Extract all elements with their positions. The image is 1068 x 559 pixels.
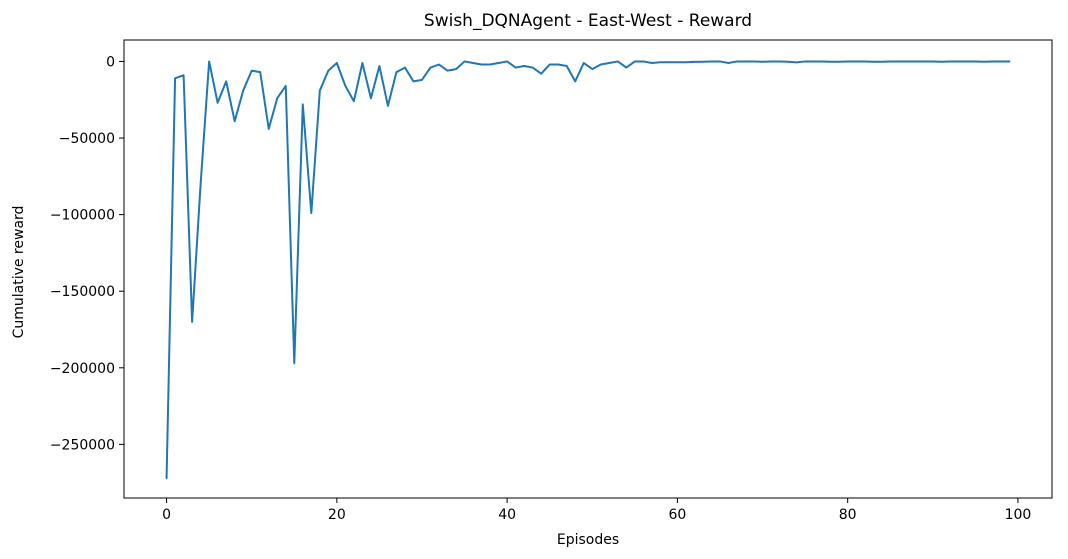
y-axis-ticks: 0 −50000 −100000 −150000 −200000 −250000 — [50, 54, 124, 453]
x-tick-label: 60 — [668, 507, 686, 523]
series-line — [165, 60, 1011, 480]
x-tick-label: 0 — [162, 507, 171, 523]
x-tick-label: 40 — [498, 507, 516, 523]
x-tick-label: 100 — [1005, 507, 1032, 523]
y-tick-label: −250000 — [50, 437, 115, 453]
y-tick-label: −150000 — [50, 284, 115, 300]
chart-title: Swish_DQNAgent - East-West - Reward — [424, 11, 752, 31]
plot-area: 0 20 40 60 80 100 0 −50000 −100000 −150000 −20000… — [50, 39, 1053, 523]
y-tick-label: 0 — [106, 54, 115, 70]
plot-frame — [123, 39, 1053, 499]
x-axis-ticks: 0 20 40 60 80 100 — [162, 498, 1031, 523]
y-tick-label: −100000 — [50, 208, 115, 224]
x-tick-label: 20 — [328, 507, 346, 523]
y-axis-label: Cumulative reward — [11, 206, 27, 339]
x-axis-label: Episodes — [557, 532, 619, 548]
y-tick-label: −50000 — [59, 131, 115, 147]
y-tick-label: −200000 — [50, 361, 115, 377]
x-tick-label: 80 — [839, 507, 857, 523]
